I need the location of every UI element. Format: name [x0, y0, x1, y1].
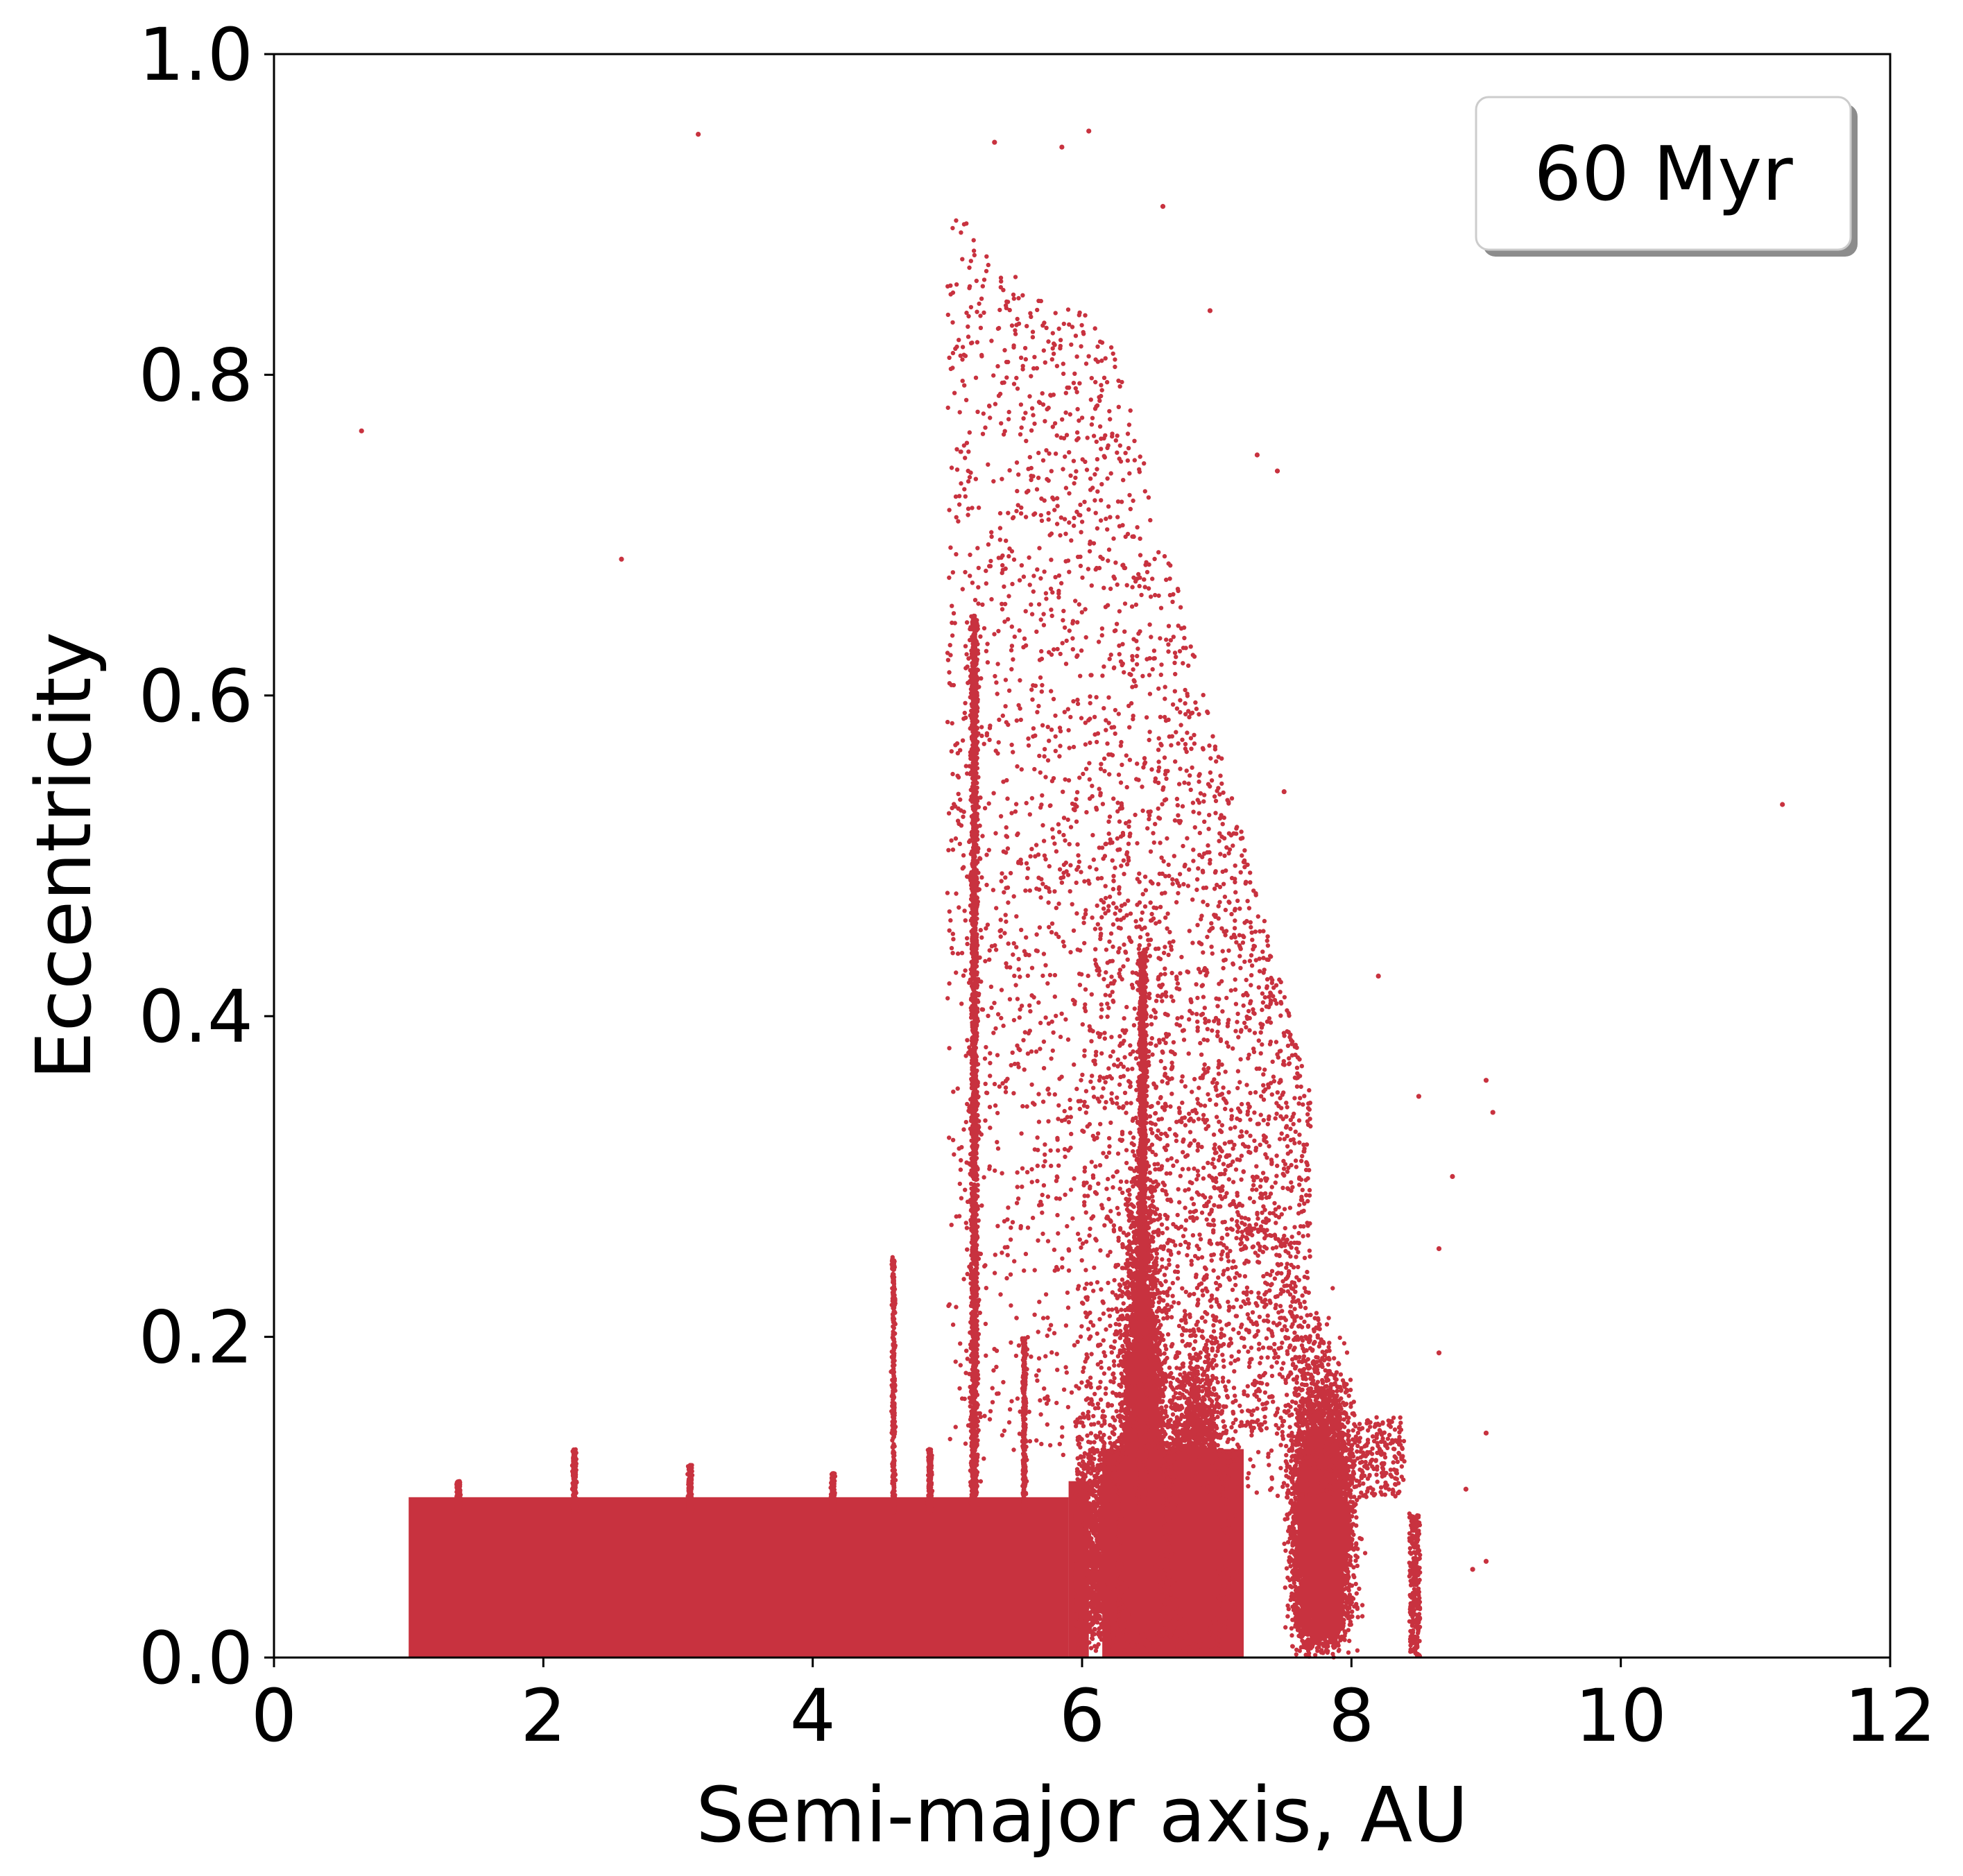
legend-label: 60 Myr [1534, 131, 1793, 218]
edge-6.0-points [1073, 1324, 1118, 1657]
spike-4.6-points [889, 1255, 898, 1515]
outlier-point [992, 139, 997, 145]
outlier-point [1780, 802, 1785, 807]
legend: 60 Myr [1475, 96, 1858, 257]
spike-5.57-points [1019, 1336, 1029, 1515]
outlier-point [1436, 1350, 1442, 1356]
y-tick-label: 0.2 [139, 1296, 253, 1380]
x-tick-label: 10 [1575, 1673, 1666, 1758]
outlier-point [696, 132, 701, 137]
mid-e-scatter [1079, 761, 1407, 1499]
x-axis-label: Semi-major axis, AU [696, 1771, 1468, 1859]
x-tick-label: 6 [1059, 1673, 1105, 1758]
outlier-point [1086, 128, 1092, 134]
y-tick-label: 0.6 [139, 654, 253, 739]
outlier-point [1416, 1094, 1422, 1099]
y-tick-label: 1.0 [139, 12, 253, 97]
outlier-point [1207, 308, 1213, 313]
region-8.4-points [1407, 1511, 1423, 1659]
y-tick-label: 0.0 [139, 1616, 253, 1701]
outlier-point [1483, 1078, 1489, 1083]
outlier-point [1470, 1567, 1475, 1572]
spike-3.09-points [685, 1463, 695, 1516]
high-e-scatter [945, 218, 1314, 1468]
y-axis: 0.0 0.2 0.4 0.6 0.8 1.0 [139, 12, 274, 1701]
outlier-point [1059, 144, 1065, 150]
spike-1.37-points [454, 1479, 463, 1516]
outlier-point [1490, 1110, 1495, 1115]
outlier-point [359, 428, 364, 433]
y-tick-label: 0.4 [139, 974, 253, 1059]
x-tick-label: 0 [251, 1673, 297, 1758]
spike-4.87-points [925, 1447, 935, 1515]
cluster-6.9-points [1152, 1293, 1240, 1658]
y-tick-label: 0.8 [139, 333, 253, 418]
outlier-point [1254, 452, 1260, 458]
x-tick-label: 4 [790, 1673, 836, 1758]
outlier-point [1450, 1173, 1455, 1179]
spike-2.23-points [569, 1447, 579, 1516]
x-tick-label: 2 [520, 1673, 566, 1758]
dense-region-uniform-block [409, 1497, 1069, 1658]
outlier-point [1375, 973, 1381, 979]
outlier-point [1483, 1558, 1489, 1564]
spike-6.45-points [1135, 950, 1151, 1514]
outlier-point [1281, 789, 1287, 795]
spike-4.15-points [828, 1471, 838, 1516]
outlier-point [1274, 468, 1280, 474]
x-tick-label: 8 [1328, 1673, 1374, 1758]
legend-box [1475, 96, 1852, 251]
outlier-point [1160, 204, 1166, 209]
outlier-point [1483, 1430, 1489, 1436]
x-axis: 0 2 4 6 8 10 12 [251, 1658, 1936, 1758]
x-tick-label: 12 [1844, 1673, 1936, 1758]
scatter-points [359, 128, 1785, 1660]
y-axis-label: Eccentricity [19, 632, 108, 1080]
outlier-point [619, 556, 624, 562]
outlier-point [1463, 1486, 1468, 1492]
outlier-point [1436, 1246, 1442, 1252]
